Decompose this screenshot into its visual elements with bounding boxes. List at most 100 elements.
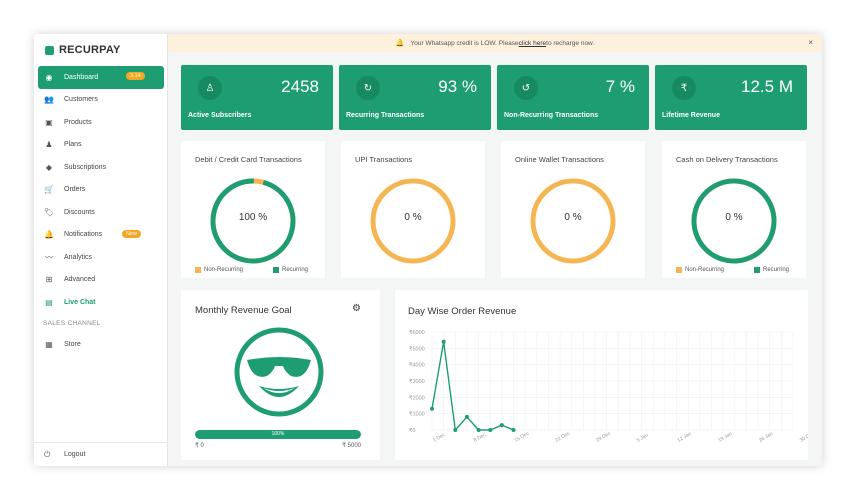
- sidebar-item-label: Dashboard: [64, 73, 99, 81]
- donut-chart: [370, 178, 456, 264]
- data-point[interactable]: [441, 339, 446, 344]
- stat-value: 2458: [281, 77, 319, 96]
- rupee-icon: ₹: [672, 76, 696, 100]
- sidebar-item-live-chat[interactable]: ▤ Live Chat: [34, 291, 168, 314]
- sidebar-item-label: Discounts: [64, 208, 95, 216]
- data-point[interactable]: [499, 423, 504, 428]
- cart-icon: 🛒: [44, 185, 54, 195]
- legend-label: Non-Recurring: [204, 267, 244, 273]
- notice-prefix: Your Whatsapp credit is LOW. Please: [410, 39, 519, 47]
- trend-icon: 〰: [45, 252, 53, 262]
- x-tick-label: 12 Jan: [677, 431, 693, 444]
- logo-text: RECURPAY: [59, 44, 121, 56]
- stat-card-non-recurring-transactions: ↺ 7 % Non-Recurring Transactions: [497, 65, 649, 130]
- data-point[interactable]: [476, 428, 481, 432]
- sidebar-item-store[interactable]: ▦ Store: [34, 334, 168, 357]
- stat-label: Recurring Transactions: [346, 112, 425, 119]
- store-icon: ▦: [45, 340, 53, 350]
- legend-recurring: Recurring: [273, 267, 308, 273]
- x-tick-label: 22 Dec: [554, 430, 571, 443]
- legend-non-recurring: Non-Recurring: [195, 267, 243, 273]
- bell-icon: 🔔: [44, 230, 54, 240]
- donut-card-1: Debit / Credit Card Transactions 100 % Non…: [181, 141, 325, 278]
- sidebar-item-label: Notifications: [64, 231, 103, 239]
- donut-title: UPI Transactions: [355, 155, 413, 164]
- day-wise-order-revenue-card: Day Wise Order Revenue ₹6000 ₹5000 ₹4000 ₹3…: [395, 290, 808, 460]
- y-tick-label: ₹2000: [409, 394, 425, 401]
- person-icon: ♙: [198, 76, 222, 100]
- stat-label: Non-Recurring Transactions: [504, 112, 599, 119]
- legend-swatch: [195, 267, 201, 273]
- logout-button[interactable]: ⏻ Logout: [34, 442, 168, 466]
- goal-title: Monthly Revenue Goal: [195, 305, 292, 316]
- credit-notice-bar: 🔔 Your Whatsapp credit is LOW. Please cl…: [168, 34, 822, 52]
- donut-recurring-arc: [691, 178, 777, 264]
- legend-swatch: [273, 267, 279, 273]
- revenue-line-chart: ₹6000 ₹5000 ₹4000 ₹3000 ₹2000 ₹1000 ₹0 1 Dec 8 D…: [409, 329, 808, 444]
- x-tick-label: 5 Jan: [636, 432, 650, 443]
- donut-card-3: Online Wallet Transactions 0 %: [501, 141, 645, 278]
- x-tick-label: 30 Dec: [799, 430, 808, 443]
- sidebar-item-advanced[interactable]: ⊞ Advanced: [34, 269, 168, 292]
- plans-icon: ♟: [45, 140, 53, 150]
- donut-chart: [691, 178, 777, 264]
- goal-min-label: ₹ 0: [195, 443, 204, 449]
- x-tick-label: 29 Dec: [595, 430, 612, 443]
- sidebar-nav: ◉ Dashboard 3.14 👥 Customers ▣ Products ♟ Plans ◆…: [34, 66, 168, 356]
- goal-progress-fill: [195, 430, 361, 439]
- goal-progress-bar: 100%: [195, 430, 361, 439]
- stat-card-recurring-transactions: ↻ 93 % Recurring Transactions: [339, 65, 491, 130]
- legend-recurring: Recurring: [754, 267, 789, 273]
- y-tick-label: ₹5000: [409, 345, 425, 352]
- legend-swatch: [676, 267, 682, 273]
- series-line: [431, 341, 514, 432]
- sidebar-item-customers[interactable]: 👥 Customers: [34, 89, 168, 112]
- stat-value: 12.5 M: [741, 77, 793, 96]
- data-point[interactable]: [430, 406, 434, 411]
- sidebar-item-analytics[interactable]: 〰 Analytics: [34, 246, 168, 269]
- sidebar-item-label: Store: [64, 341, 81, 349]
- x-tick-label: 8 Dec: [473, 432, 488, 444]
- y-tick-label: ₹3000: [409, 378, 425, 385]
- refresh-icon: ↻: [356, 76, 380, 100]
- recharge-link[interactable]: click here: [518, 39, 547, 47]
- data-point[interactable]: [488, 428, 493, 432]
- y-tick-label: ₹0: [409, 427, 416, 434]
- sidebar-item-subscriptions[interactable]: ◆ Subscriptions: [34, 156, 168, 179]
- box-icon: ▣: [45, 117, 53, 127]
- monthly-revenue-goal-card: Monthly Revenue Goal ⚙ 100% ₹ 0 ₹ 5000: [181, 290, 380, 460]
- donut-percent: 0 %: [404, 212, 422, 223]
- sidebar-item-products[interactable]: ▣ Products: [34, 111, 168, 134]
- goal-max-label: ₹ 5000: [342, 443, 361, 449]
- data-point[interactable]: [453, 428, 458, 432]
- stat-card-lifetime-revenue: ₹12.5 M Lifetime Revenue: [655, 65, 807, 130]
- stat-label: Active Subscribers: [188, 112, 252, 119]
- section-label-sales-channel: SALES CHANNEL: [43, 320, 101, 327]
- donut-percent: 0 %: [564, 212, 582, 223]
- sidebar-item-discounts[interactable]: 🏷 Discounts: [34, 201, 168, 224]
- sidebar-item-orders[interactable]: 🛒 Orders: [34, 179, 168, 202]
- sidebar-item-label: Advanced: [64, 276, 96, 284]
- data-point[interactable]: [511, 428, 516, 432]
- stat-label: Lifetime Revenue: [662, 112, 720, 119]
- sidebar-item-label: Subscriptions: [64, 163, 107, 171]
- gear-icon[interactable]: ⚙: [352, 303, 361, 314]
- data-point[interactable]: [464, 414, 469, 419]
- donut-title: Debit / Credit Card Transactions: [195, 155, 302, 164]
- goal-progress-label: 100%: [271, 431, 285, 437]
- sidebar-item-plans[interactable]: ♟ Plans: [34, 134, 168, 157]
- y-tick-label: ₹4000: [409, 362, 425, 369]
- non-recurring-icon: ↺: [514, 76, 538, 100]
- logo[interactable]: RECURPAY: [45, 44, 121, 56]
- legend-label: Recurring: [763, 267, 790, 273]
- y-tick-label: ₹6000: [409, 329, 425, 336]
- sidebar-item-dashboard[interactable]: ◉ Dashboard 3.14: [38, 66, 164, 89]
- sidebar-item-label: Analytics: [64, 253, 93, 261]
- close-icon[interactable]: ×: [808, 38, 813, 47]
- layers-icon: ◆: [45, 162, 53, 172]
- sidebar-badge: New: [122, 229, 142, 238]
- donut-percent: 0 %: [725, 212, 743, 223]
- sidebar-item-notifications[interactable]: 🔔 Notifications New: [34, 224, 168, 247]
- tag-icon: 🏷: [43, 207, 55, 217]
- legend-swatch: [754, 267, 760, 273]
